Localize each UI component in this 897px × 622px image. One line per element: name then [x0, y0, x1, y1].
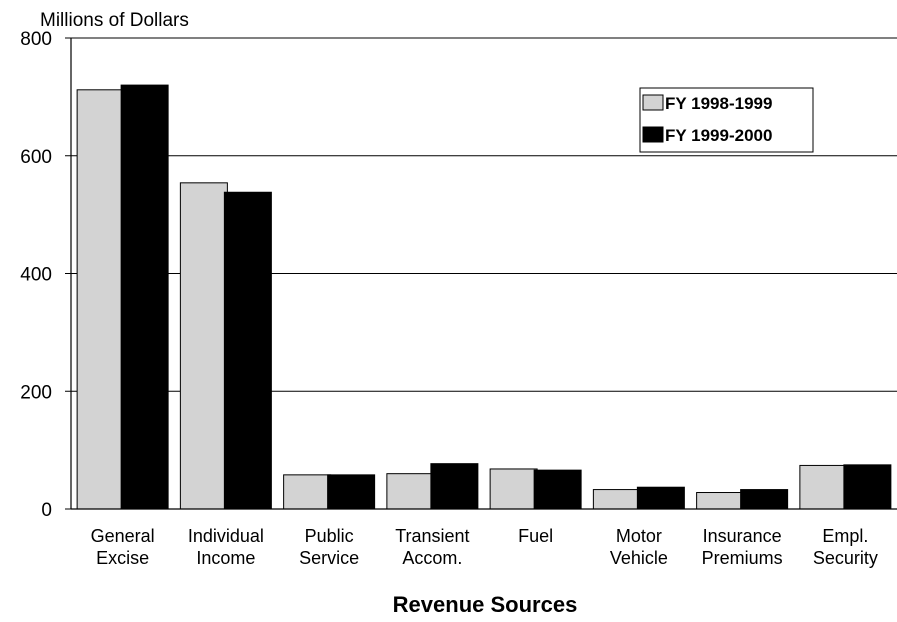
- x-tick-label-transient-accom: Transient Accom.: [395, 526, 469, 568]
- bar-fy-1999-2000-fuel: [533, 469, 582, 510]
- x-tick-label-public-service: Public Service: [299, 526, 359, 568]
- x-tick-label-motor-vehicle: Motor Vehicle: [610, 526, 668, 568]
- bar-fy-1999-2000-transient-accom: [430, 463, 479, 510]
- legend-box: [639, 87, 814, 153]
- legend-swatch-fy-1998-1999: [642, 94, 664, 111]
- legend: FY 1998-1999 FY 1999-2000: [639, 87, 814, 153]
- y-tick-label-200: 200: [20, 382, 52, 403]
- x-tick-labels: General Excise Individual Income Public Servi…: [91, 526, 878, 568]
- legend-label-fy-1999-2000: FY 1999-2000: [665, 126, 772, 145]
- legend-label-fy-1998-1999: FY 1998-1999: [665, 94, 772, 113]
- y-tick-labels: 0 200 400 600 800: [20, 29, 71, 521]
- bar-fy-1999-2000-insurance-premiums: [740, 489, 789, 510]
- x-tick-label-empl-security: Empl. Security: [813, 526, 878, 568]
- bar-fy-1998-1999-general-excise: [76, 89, 125, 510]
- y-tick-label-800: 800: [20, 29, 52, 50]
- bar-fy-1998-1999-public-service: [283, 474, 332, 510]
- y-tick-label-600: 600: [20, 147, 52, 168]
- x-tick-label-insurance-premiums: Insurance Premiums: [702, 526, 783, 568]
- legend-swatch-fy-1999-2000: [642, 126, 664, 143]
- x-tick-label-fuel: Fuel: [518, 526, 553, 546]
- bar-fy-1998-1999-empl-security: [799, 464, 848, 510]
- x-tick-label-individual-income: Individual Income: [188, 526, 264, 568]
- x-axis-title: Revenue Sources: [393, 592, 578, 617]
- x-tick-label-general-excise: General Excise: [91, 526, 155, 568]
- bar-fy-1998-1999-transient-accom: [386, 473, 435, 510]
- bar-fy-1999-2000-motor-vehicle: [636, 486, 685, 510]
- bar-fy-1998-1999-motor-vehicle: [592, 489, 641, 510]
- bar-fy-1999-2000-individual-income: [223, 191, 272, 510]
- bar-fy-1999-2000-general-excise: [120, 84, 169, 510]
- bar-fy-1999-2000-empl-security: [843, 464, 892, 510]
- bar-fy-1998-1999-individual-income: [179, 182, 228, 510]
- bar-fy-1998-1999-insurance-premiums: [696, 492, 745, 510]
- y-tick-label-0: 0: [41, 500, 52, 521]
- y-axis-title: Millions of Dollars: [40, 10, 189, 31]
- y-tick-label-400: 400: [20, 265, 52, 286]
- bar-fy-1998-1999-fuel: [489, 468, 538, 510]
- bar-fy-1999-2000-public-service: [327, 474, 376, 510]
